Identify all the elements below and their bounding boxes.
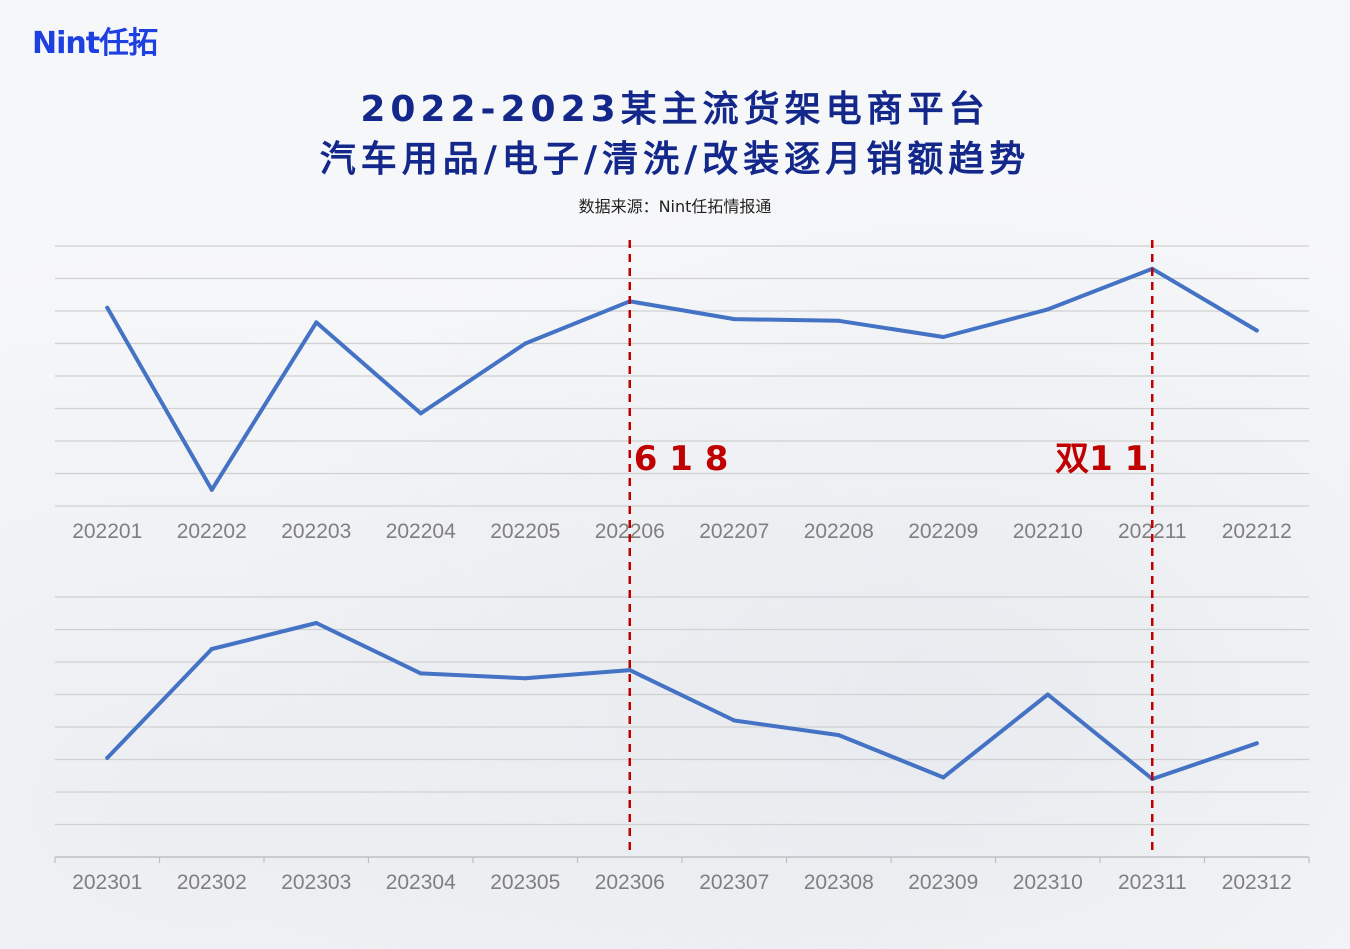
data-point	[209, 487, 214, 492]
data-point	[627, 668, 632, 673]
chart-title-line2: 汽车用品/电子/清洗/改装逐月销额趋势	[319, 139, 1031, 180]
x-tick-label: 202206	[595, 520, 665, 543]
data-point	[732, 718, 737, 723]
x-tick-label: 202210	[1013, 520, 1083, 543]
data-point	[941, 335, 946, 339]
x-tick-label: 202207	[699, 520, 769, 543]
x-tick-label: 202309	[908, 871, 978, 894]
data-point	[105, 305, 110, 310]
x-tick-label: 202308	[804, 871, 874, 894]
data-point	[941, 775, 946, 780]
data-point	[732, 317, 737, 322]
data-point	[1045, 692, 1050, 697]
series-line	[105, 266, 1259, 492]
x-tick-label: 202307	[699, 871, 769, 894]
data-source: 数据来源：Nint任拓情报通	[578, 197, 772, 216]
event-marker-label: 6 1 8	[634, 439, 729, 479]
x-tick-label: 202212	[1222, 520, 1292, 543]
brand-logo: Nint任拓	[32, 26, 158, 61]
x-tick-label: 202204	[386, 520, 456, 543]
x-tick-label: 202306	[595, 871, 665, 894]
data-point	[1254, 328, 1259, 333]
x-tick-label: 202301	[72, 871, 142, 894]
data-point	[105, 755, 110, 760]
x-tick-label: 202305	[490, 871, 560, 894]
x-tick-label: 202209	[908, 520, 978, 543]
x-tick-label: 202304	[386, 871, 456, 894]
x-tick-label: 202205	[490, 520, 560, 543]
data-point	[209, 647, 214, 651]
x-tick-label: 202208	[804, 520, 874, 543]
data-point	[836, 733, 841, 738]
data-point	[1254, 741, 1259, 746]
x-tick-label: 202310	[1013, 871, 1083, 894]
data-point	[418, 671, 423, 676]
data-point	[314, 320, 319, 325]
x-tick-label: 202312	[1222, 871, 1292, 894]
x-tick-label: 202311	[1118, 871, 1187, 894]
series-line	[105, 621, 1259, 781]
x-tick-label: 202303	[281, 871, 351, 894]
x-tick-label: 202201	[72, 520, 142, 543]
x-tick-label: 202302	[177, 871, 247, 894]
chart-title-line1: 2022-2023某主流货架电商平台	[360, 89, 990, 130]
data-point	[836, 318, 841, 323]
data-point	[418, 411, 423, 416]
x-tick-label: 202202	[177, 520, 247, 543]
event-marker-label: 双1 1	[1055, 439, 1148, 479]
x-tick-label: 202211	[1118, 520, 1187, 543]
data-point	[523, 676, 528, 681]
data-point	[314, 621, 319, 625]
x-tick-label: 202203	[281, 520, 351, 543]
data-point	[523, 341, 528, 346]
data-point	[1045, 307, 1050, 312]
